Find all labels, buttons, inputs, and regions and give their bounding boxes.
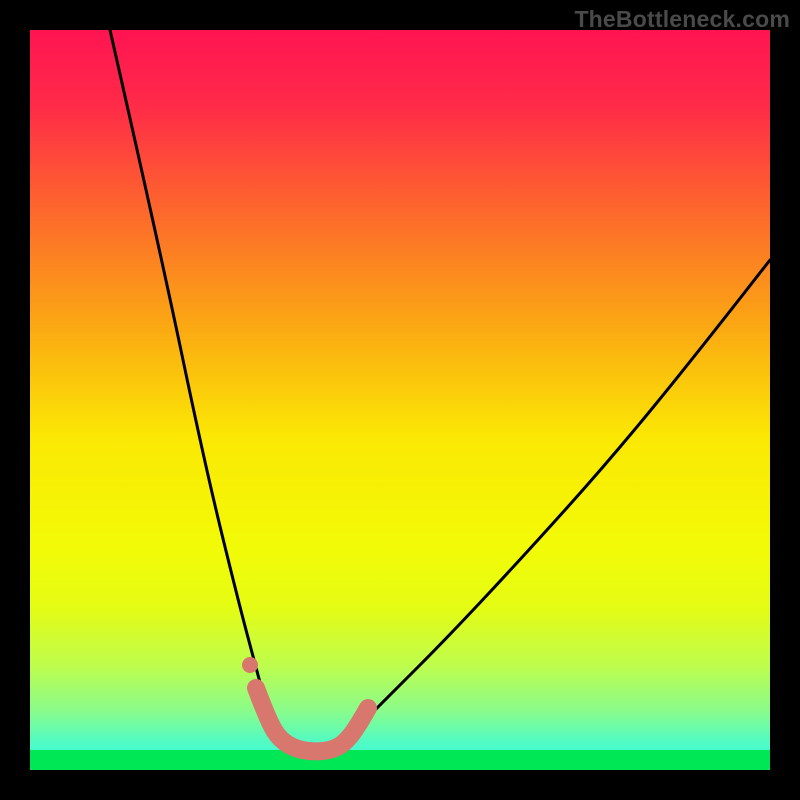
green-strip bbox=[30, 750, 770, 770]
highlight-dot bbox=[242, 657, 258, 673]
plot-svg bbox=[0, 0, 800, 800]
stage: TheBottleneck.com bbox=[0, 0, 800, 800]
watermark-text: TheBottleneck.com bbox=[574, 6, 790, 33]
